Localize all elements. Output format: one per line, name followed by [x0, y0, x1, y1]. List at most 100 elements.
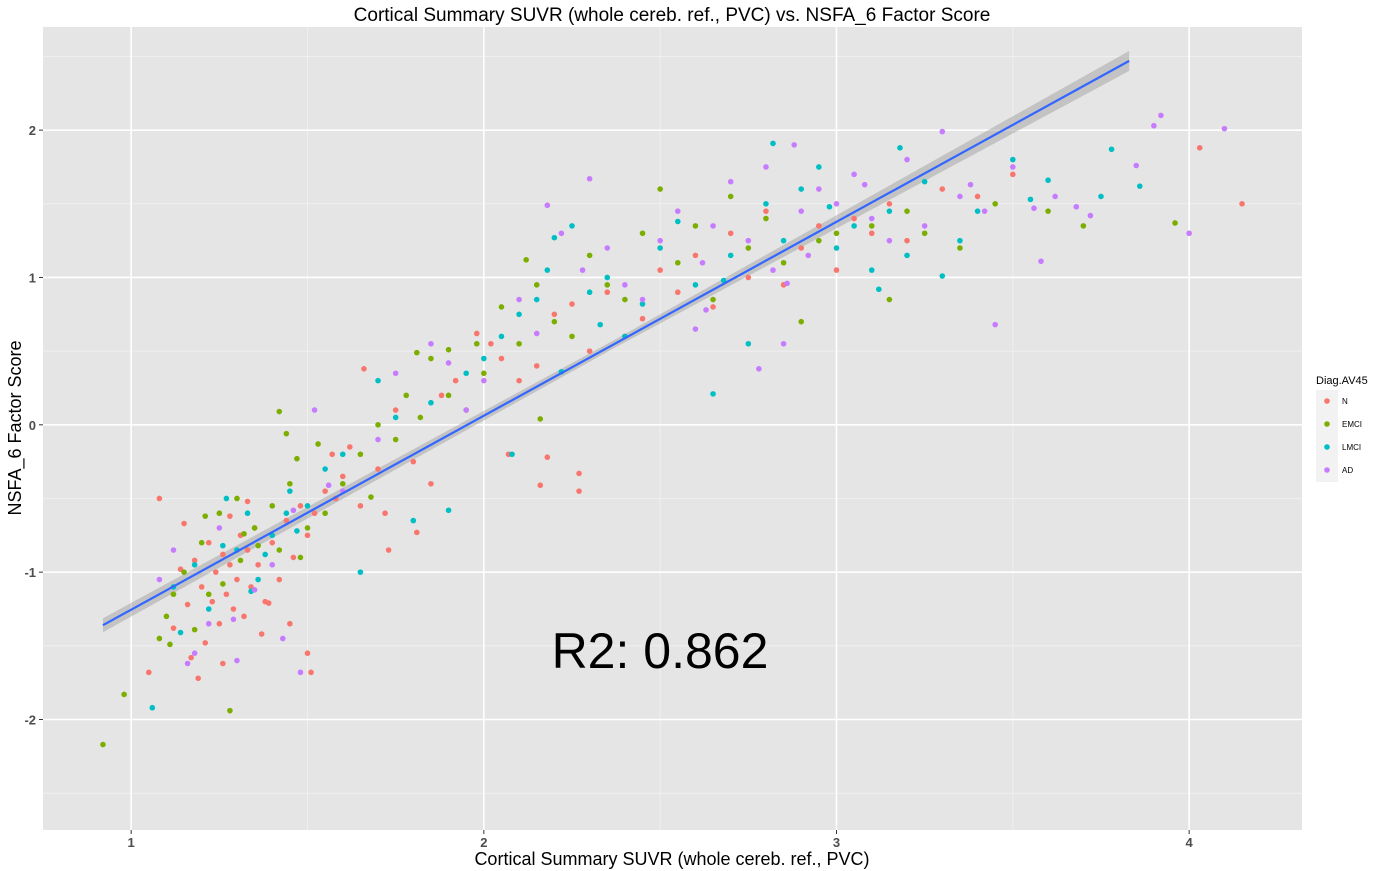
- point-n: [213, 569, 219, 575]
- point-lmci: [551, 234, 558, 241]
- point-emci: [315, 441, 321, 447]
- point-ad: [1038, 258, 1044, 265]
- point-lmci: [586, 289, 593, 296]
- point-ad: [481, 377, 487, 384]
- legend-key-ad: [1324, 467, 1330, 473]
- point-ad: [604, 245, 611, 251]
- point-lmci: [657, 245, 663, 251]
- point-lmci: [957, 237, 963, 244]
- point-ad: [784, 280, 790, 287]
- point-emci: [375, 422, 381, 428]
- point-emci: [403, 392, 410, 399]
- point-emci: [216, 510, 223, 517]
- point-n: [727, 230, 734, 237]
- point-n: [339, 473, 346, 480]
- point-n: [586, 348, 593, 354]
- point-ad: [861, 181, 868, 188]
- point-n: [223, 591, 230, 598]
- point-n: [220, 551, 226, 558]
- point-n: [692, 252, 699, 259]
- point-emci: [692, 223, 699, 229]
- point-n: [255, 561, 261, 568]
- point-emci: [780, 259, 787, 266]
- point-n: [145, 669, 152, 676]
- point-n: [833, 267, 840, 273]
- regression-line: [102, 59, 1130, 627]
- point-lmci: [244, 510, 251, 517]
- point-n: [220, 660, 226, 667]
- y-tick-label: 1: [29, 270, 36, 285]
- point-ad: [639, 296, 646, 303]
- point-emci: [763, 215, 769, 222]
- legend-label-n: N: [1342, 397, 1348, 406]
- r2-annotation: R2: 0.862: [552, 623, 769, 679]
- point-n: [657, 267, 663, 273]
- point-n: [181, 520, 187, 527]
- point-lmci: [921, 178, 928, 185]
- point-lmci: [833, 245, 840, 251]
- point-emci: [904, 208, 910, 214]
- point-n: [361, 366, 367, 372]
- point-ad: [1151, 122, 1157, 129]
- point-ad: [745, 237, 752, 244]
- point-lmci: [481, 355, 487, 362]
- point-n: [868, 230, 875, 237]
- point-n: [198, 584, 205, 590]
- point-emci: [198, 539, 205, 546]
- point-lmci: [498, 333, 505, 340]
- point-lmci: [410, 517, 417, 524]
- point-lmci: [674, 218, 681, 225]
- point-n: [265, 600, 272, 606]
- point-lmci: [544, 267, 551, 273]
- point-n: [283, 517, 290, 524]
- point-ad: [1010, 164, 1016, 170]
- point-lmci: [205, 606, 212, 612]
- point-emci: [868, 223, 875, 229]
- point-n: [1239, 201, 1245, 207]
- point-emci: [304, 525, 311, 531]
- legend-key-emci: [1324, 421, 1330, 427]
- point-lmci: [727, 252, 734, 259]
- point-emci: [569, 333, 575, 340]
- point-n: [674, 289, 681, 296]
- point-n: [452, 377, 459, 384]
- point-emci: [1172, 220, 1178, 226]
- point-emci: [357, 451, 364, 458]
- point-n: [551, 311, 558, 318]
- point-emci: [269, 503, 276, 509]
- point-ad: [791, 142, 797, 148]
- point-ad: [558, 230, 565, 237]
- point-lmci: [851, 223, 857, 229]
- point-ad: [674, 208, 681, 214]
- point-lmci: [780, 237, 787, 244]
- point-n: [745, 274, 752, 281]
- point-n: [428, 480, 434, 487]
- point-emci: [202, 513, 209, 519]
- point-ad: [657, 237, 663, 244]
- point-lmci: [720, 277, 727, 284]
- point-n: [304, 532, 311, 539]
- legend-key-lmci: [1324, 444, 1330, 450]
- point-ad: [428, 340, 434, 347]
- point-n: [498, 355, 505, 362]
- point-ad: [579, 267, 586, 273]
- point-ad: [1186, 230, 1192, 237]
- point-ad: [1087, 212, 1094, 219]
- point-lmci: [639, 301, 646, 307]
- point-ad: [1031, 205, 1037, 212]
- point-lmci: [745, 340, 752, 347]
- point-emci: [255, 542, 261, 549]
- point-n: [234, 576, 240, 583]
- fit-line: [102, 59, 1130, 627]
- point-n: [798, 245, 805, 251]
- point-ad: [290, 507, 297, 514]
- point-lmci: [569, 223, 575, 229]
- point-ad: [816, 186, 822, 192]
- x-tick-label: 4: [1186, 835, 1194, 850]
- point-lmci: [322, 466, 328, 472]
- point-emci: [181, 569, 187, 575]
- point-lmci: [826, 203, 833, 210]
- point-emci: [604, 282, 611, 288]
- point-n: [375, 466, 381, 472]
- point-ad: [586, 175, 593, 182]
